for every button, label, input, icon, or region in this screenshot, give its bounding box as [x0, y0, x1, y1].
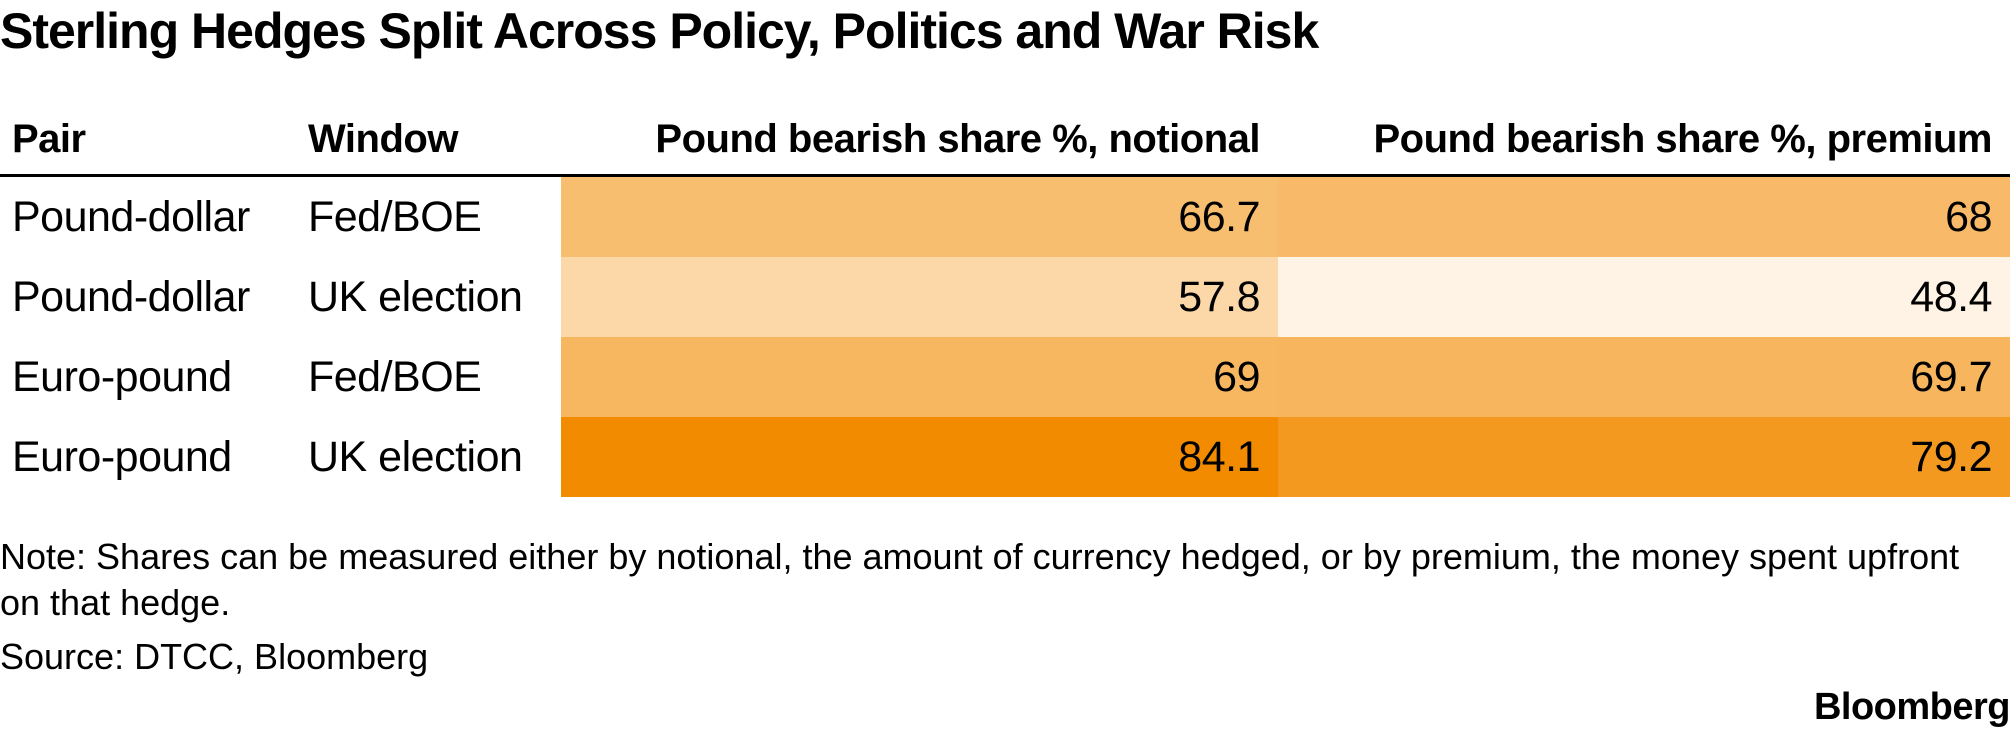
pair-cell: Pound-dollar: [12, 272, 250, 321]
window-cell: UK election: [308, 272, 523, 321]
notional-value-cell: 66.7: [561, 175, 1278, 257]
pair-cell: Euro-pound: [12, 432, 232, 481]
notional-value-cell: 84.1: [561, 417, 1278, 497]
premium-value-cell: 79.2: [1278, 417, 2010, 497]
table-row: Pound-dollar UK election 57.8 48.4: [0, 257, 2010, 337]
table-header-row: Pair Window Pound bearish share %, notio…: [0, 105, 2010, 177]
pair-cell: Euro-pound: [12, 352, 232, 401]
pair-cell: Pound-dollar: [12, 192, 250, 241]
table-row: Euro-pound UK election 84.1 79.2: [0, 417, 2010, 497]
table-row: Euro-pound Fed/BOE 69 69.7: [0, 337, 2010, 417]
notional-value-cell: 57.8: [561, 257, 1278, 337]
chart-title: Sterling Hedges Split Across Policy, Pol…: [0, 3, 1319, 59]
premium-value-cell: 69.7: [1278, 337, 2010, 417]
column-header-window: Window: [308, 105, 561, 177]
table-row: Pound-dollar Fed/BOE 66.7 68: [0, 175, 2010, 257]
heatmap-table: Pair Window Pound bearish share %, notio…: [0, 105, 2010, 497]
window-cell: UK election: [308, 432, 523, 481]
chart-source: Source: DTCC, Bloomberg: [0, 636, 429, 677]
bloomberg-logo: Bloomberg: [1813, 686, 2010, 728]
notional-value-cell: 69: [561, 337, 1278, 417]
premium-value-cell: 68: [1278, 175, 2010, 257]
window-cell: Fed/BOE: [308, 192, 482, 241]
premium-value-cell: 48.4: [1278, 257, 2010, 337]
column-header-notional: Pound bearish share %, notional: [561, 105, 1278, 177]
chart-note: Note: Shares can be measured either by n…: [0, 536, 1960, 623]
column-header-premium: Pound bearish share %, premium: [1278, 105, 2010, 177]
window-cell: Fed/BOE: [308, 352, 482, 401]
column-header-pair: Pair: [0, 105, 308, 177]
